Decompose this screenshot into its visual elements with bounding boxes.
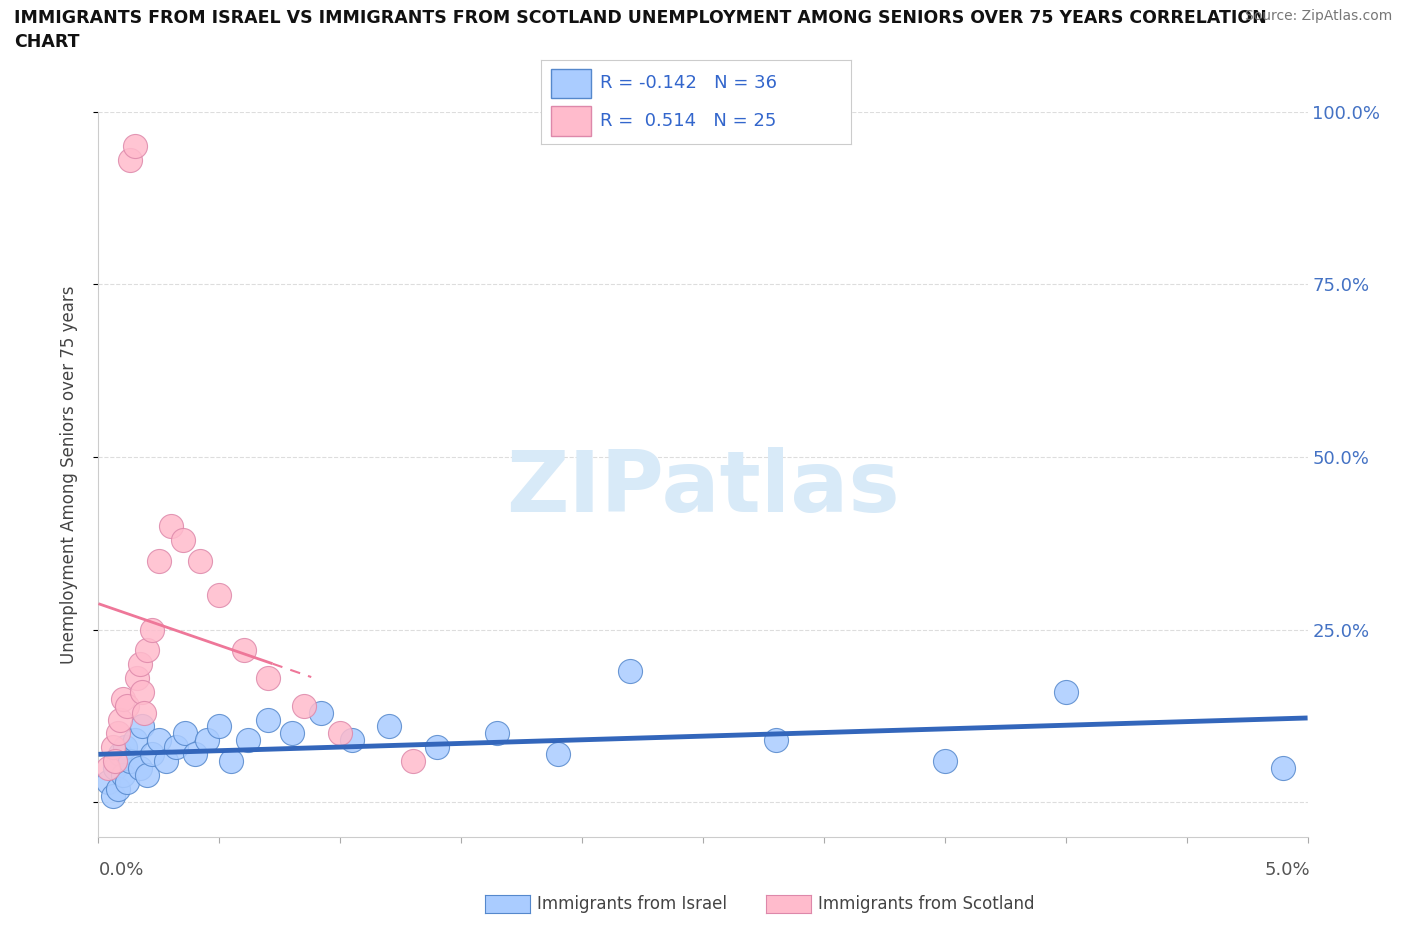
Point <box>765 733 787 748</box>
Point <box>148 733 170 748</box>
Point <box>934 753 956 768</box>
Y-axis label: Unemployment Among Seniors over 75 years: Unemployment Among Seniors over 75 years <box>59 286 77 663</box>
Point <box>174 726 197 741</box>
Point <box>160 519 183 534</box>
Point <box>195 733 218 748</box>
Point <box>188 553 211 568</box>
Point <box>97 775 120 790</box>
Point <box>377 719 399 734</box>
Point <box>1054 684 1077 699</box>
Point <box>111 767 134 782</box>
Point <box>118 153 141 167</box>
Point <box>309 705 332 720</box>
Point <box>128 657 150 671</box>
Point <box>486 726 509 741</box>
Text: CHART: CHART <box>14 33 80 50</box>
Point <box>124 733 146 748</box>
Point <box>135 643 157 658</box>
Point <box>124 139 146 153</box>
Point <box>256 671 278 685</box>
Point <box>118 753 141 768</box>
FancyBboxPatch shape <box>551 69 591 99</box>
Point <box>134 705 156 720</box>
Point <box>1272 761 1295 776</box>
Point <box>342 733 364 748</box>
Point <box>117 775 139 790</box>
Point <box>329 726 352 741</box>
Point <box>107 726 129 741</box>
Point <box>208 588 231 603</box>
Point <box>402 753 425 768</box>
Point <box>221 753 243 768</box>
Point <box>108 712 131 727</box>
Point <box>256 712 278 727</box>
Point <box>547 747 569 762</box>
Point <box>107 781 129 796</box>
Text: Source: ZipAtlas.com: Source: ZipAtlas.com <box>1244 9 1392 23</box>
Point <box>127 671 149 685</box>
Point <box>148 553 170 568</box>
Point <box>155 753 177 768</box>
Text: Immigrants from Scotland: Immigrants from Scotland <box>818 895 1035 913</box>
Point <box>172 533 194 548</box>
Point <box>104 761 127 776</box>
Point <box>131 684 153 699</box>
Point <box>101 739 124 754</box>
Text: 0.0%: 0.0% <box>98 860 143 879</box>
Text: R = -0.142   N = 36: R = -0.142 N = 36 <box>600 74 778 92</box>
Point <box>97 761 120 776</box>
Text: 5.0%: 5.0% <box>1265 860 1310 879</box>
Point <box>128 761 150 776</box>
Point <box>232 643 254 658</box>
Text: R =  0.514   N = 25: R = 0.514 N = 25 <box>600 113 776 130</box>
Point <box>108 747 131 762</box>
Point <box>104 753 127 768</box>
FancyBboxPatch shape <box>551 107 591 136</box>
Point <box>141 622 163 637</box>
Point <box>292 698 315 713</box>
Text: IMMIGRANTS FROM ISRAEL VS IMMIGRANTS FROM SCOTLAND UNEMPLOYMENT AMONG SENIORS OV: IMMIGRANTS FROM ISRAEL VS IMMIGRANTS FRO… <box>14 9 1267 27</box>
Text: ZIPatlas: ZIPatlas <box>506 447 900 530</box>
Point <box>208 719 231 734</box>
Point <box>238 733 260 748</box>
Point <box>111 691 134 706</box>
Point <box>141 747 163 762</box>
Point <box>165 739 187 754</box>
Point <box>117 698 139 713</box>
Point <box>135 767 157 782</box>
Point <box>426 739 449 754</box>
Point <box>114 739 136 754</box>
Point <box>101 788 124 803</box>
Text: Immigrants from Israel: Immigrants from Israel <box>537 895 727 913</box>
Point <box>619 664 641 679</box>
Point <box>131 719 153 734</box>
Point <box>281 726 304 741</box>
Point <box>184 747 207 762</box>
